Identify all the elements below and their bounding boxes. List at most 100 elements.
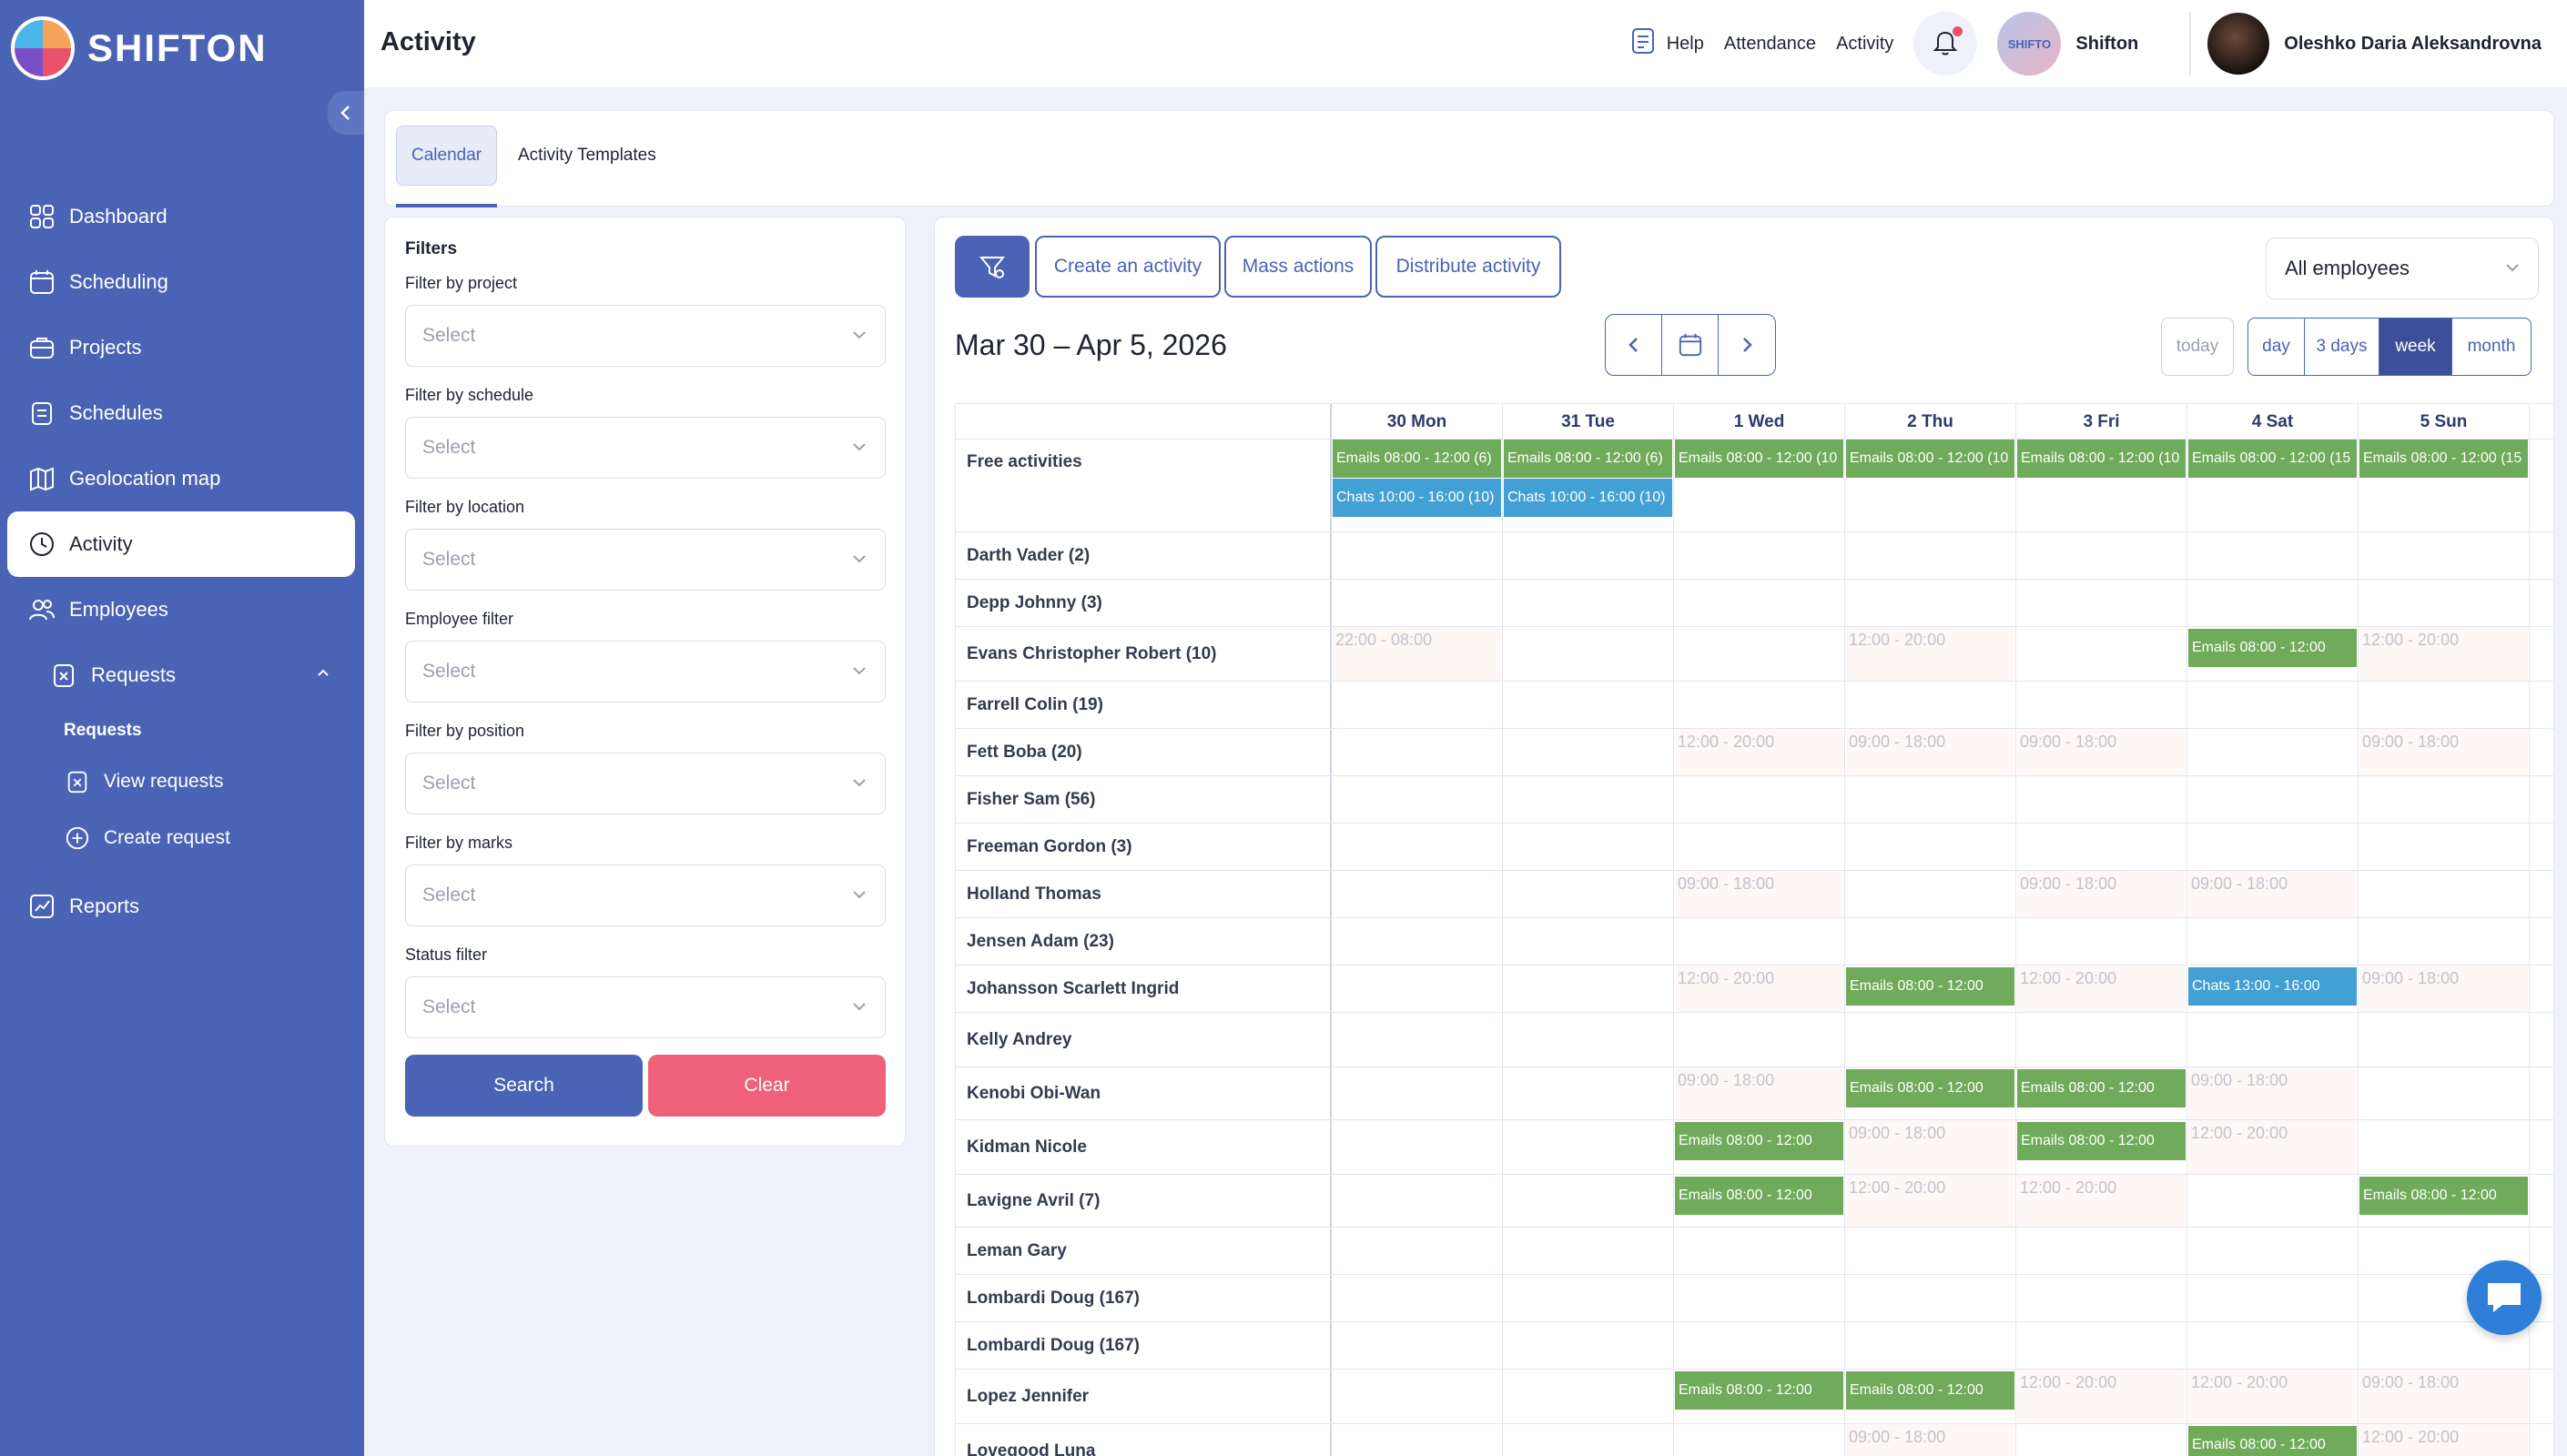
calendar-cell[interactable] xyxy=(1845,918,2016,965)
activity-event[interactable]: Emails 08:00 - 12:00 xyxy=(1675,1122,1843,1160)
calendar-cell[interactable] xyxy=(1503,1275,1674,1321)
activity-event[interactable]: Emails 08:00 - 12:00 xyxy=(1846,967,2014,1006)
calendar-cell[interactable] xyxy=(1503,1322,1674,1369)
view-week-button[interactable]: week xyxy=(2379,318,2452,375)
sidebar-item-view-requests[interactable]: View requests xyxy=(7,753,355,810)
calendar-cell[interactable] xyxy=(2187,1322,2359,1369)
activity-event[interactable]: Emails 08:00 - 12:00 (10 xyxy=(1846,440,2014,478)
calendar-cell[interactable] xyxy=(2359,1322,2530,1369)
calendar-cell[interactable] xyxy=(2016,918,2187,965)
activity-event[interactable]: Emails 08:00 - 12:00 xyxy=(1846,1069,2014,1107)
calendar-cell[interactable] xyxy=(1332,729,1503,775)
filter-toggle-button[interactable] xyxy=(955,236,1030,298)
calendar-cell[interactable] xyxy=(2359,580,2530,626)
search-button[interactable]: Search xyxy=(405,1055,643,1117)
employee-name[interactable]: Leman Gary xyxy=(955,1228,1332,1274)
calendar-cell[interactable] xyxy=(1674,918,1845,965)
calendar-cell[interactable] xyxy=(1503,1175,1674,1227)
activity-event[interactable]: Emails 08:00 - 12:00 (10 xyxy=(2017,440,2186,478)
calendar-cell[interactable] xyxy=(2187,580,2359,626)
calendar-cell[interactable] xyxy=(2187,1175,2359,1227)
activity-event[interactable]: Emails 08:00 - 12:00 (15 xyxy=(2188,440,2357,478)
calendar-cell[interactable] xyxy=(2187,776,2359,823)
calendar-cell[interactable] xyxy=(2359,918,2530,965)
sidebar-item-schedules[interactable]: Schedules xyxy=(7,380,355,446)
help-link[interactable]: Help xyxy=(1630,27,1704,60)
sidebar-item-reports[interactable]: Reports xyxy=(7,874,355,939)
calendar-cell[interactable] xyxy=(1845,1013,2016,1067)
filter-select[interactable]: Select xyxy=(405,753,886,814)
filter-select[interactable]: Select xyxy=(405,864,886,926)
calendar-cell[interactable]: Emails 08:00 - 12:00 xyxy=(2187,1424,2359,1456)
calendar-cell[interactable] xyxy=(1674,682,1845,728)
calendar-cell[interactable] xyxy=(2187,824,2359,870)
employee-name[interactable]: Depp Johnny (3) xyxy=(955,580,1332,626)
employee-name[interactable]: Darth Vader (2) xyxy=(955,532,1332,579)
day-header[interactable]: 3 Fri xyxy=(2016,404,2187,439)
calendar-cell[interactable] xyxy=(2187,729,2359,775)
calendar-cell[interactable] xyxy=(1674,824,1845,870)
day-header[interactable]: 1 Wed xyxy=(1674,404,1845,439)
calendar-cell[interactable]: Emails 08:00 - 12:00 xyxy=(1845,1067,2016,1119)
day-header[interactable]: 2 Thu xyxy=(1845,404,2016,439)
calendar-cell[interactable]: Chats 13:00 - 16:00 xyxy=(2187,966,2359,1012)
activity-event[interactable]: Emails 08:00 - 12:00 (10 xyxy=(1675,440,1843,478)
calendar-cell[interactable]: 12:00 - 20:00 xyxy=(2016,1370,2187,1423)
calendar-cell[interactable]: Emails 08:00 - 12:00 xyxy=(1674,1175,1845,1227)
calendar-cell[interactable] xyxy=(1674,532,1845,579)
calendar-cell[interactable]: Emails 08:00 - 12:00 (10 xyxy=(1674,440,1845,531)
calendar-cell[interactable] xyxy=(1503,871,1674,917)
activity-event[interactable]: Emails 08:00 - 12:00 xyxy=(2188,1426,2357,1456)
calendar-cell[interactable]: 12:00 - 20:00 xyxy=(2187,1120,2359,1174)
view-month-button[interactable]: month xyxy=(2467,337,2516,356)
calendar-cell[interactable] xyxy=(1845,776,2016,823)
company-logo[interactable]: SHIFTO xyxy=(1997,12,2062,76)
calendar-cell[interactable] xyxy=(1332,1120,1503,1174)
calendar-cell[interactable]: Emails 08:00 - 12:00 xyxy=(2016,1120,2187,1174)
tab-calendar[interactable]: Calendar xyxy=(396,126,498,186)
employee-name[interactable]: Holland Thomas xyxy=(955,871,1332,917)
sidebar-item-dashboard[interactable]: Dashboard xyxy=(7,184,355,249)
calendar-cell[interactable]: 09:00 - 18:00 xyxy=(1845,1424,2016,1456)
tab-activity-templates[interactable]: Activity Templates xyxy=(518,146,656,165)
sidebar-item-requests[interactable]: Requests xyxy=(7,642,355,708)
calendar-cell[interactable] xyxy=(1332,1013,1503,1067)
calendar-cell[interactable] xyxy=(1503,918,1674,965)
date-picker-button[interactable] xyxy=(1662,315,1719,375)
employee-name[interactable]: Kelly Andrey xyxy=(955,1013,1332,1067)
avatar[interactable] xyxy=(2207,13,2270,75)
activity-event[interactable]: Emails 08:00 - 12:00 xyxy=(1846,1371,2014,1410)
employee-name[interactable]: Fett Boba (20) xyxy=(955,729,1332,775)
calendar-cell[interactable] xyxy=(1674,1322,1845,1369)
calendar-cell[interactable] xyxy=(1332,776,1503,823)
calendar-cell[interactable] xyxy=(1845,1275,2016,1321)
employee-name[interactable]: Lovegood Luna xyxy=(955,1424,1332,1456)
calendar-cell[interactable]: Emails 08:00 - 12:00 (10 xyxy=(1845,440,2016,531)
calendar-cell[interactable]: Emails 08:00 - 12:00 xyxy=(1845,1370,2016,1423)
activity-event[interactable]: Emails 08:00 - 12:00 (6) xyxy=(1333,440,1501,478)
calendar-cell[interactable] xyxy=(1503,1067,1674,1119)
calendar-cell[interactable] xyxy=(1674,1275,1845,1321)
calendar-cell[interactable]: Emails 08:00 - 12:00 xyxy=(2016,1067,2187,1119)
calendar-cell[interactable] xyxy=(2359,776,2530,823)
calendar-cell[interactable] xyxy=(1332,1067,1503,1119)
calendar-cell[interactable]: 12:00 - 20:00 xyxy=(1674,729,1845,775)
employee-name[interactable]: Jensen Adam (23) xyxy=(955,918,1332,965)
calendar-cell[interactable]: Emails 08:00 - 12:00 xyxy=(2359,1175,2530,1227)
calendar-cell[interactable] xyxy=(1503,966,1674,1012)
calendar-cell[interactable] xyxy=(1845,824,2016,870)
employee-name[interactable]: Johansson Scarlett Ingrid xyxy=(955,966,1332,1012)
activity-event[interactable]: Emails 08:00 - 12:00 xyxy=(2359,1177,2528,1215)
calendar-cell[interactable]: Emails 08:00 - 12:00 (15 xyxy=(2187,440,2359,531)
calendar-cell[interactable] xyxy=(2016,1228,2187,1274)
filter-select[interactable]: Select xyxy=(405,417,886,479)
calendar-cell[interactable]: 12:00 - 20:00 xyxy=(2016,966,2187,1012)
sidebar-item-create-request[interactable]: Create request xyxy=(7,810,355,866)
calendar-cell[interactable]: 09:00 - 18:00 xyxy=(1674,1067,1845,1119)
calendar-cell[interactable] xyxy=(1845,871,2016,917)
calendar-cell[interactable] xyxy=(2359,1228,2530,1274)
calendar-cell[interactable] xyxy=(1332,871,1503,917)
chat-support-button[interactable] xyxy=(2467,1260,2542,1335)
calendar-cell[interactable] xyxy=(1503,1013,1674,1067)
app-logo[interactable]: SHIFTON xyxy=(11,16,268,80)
